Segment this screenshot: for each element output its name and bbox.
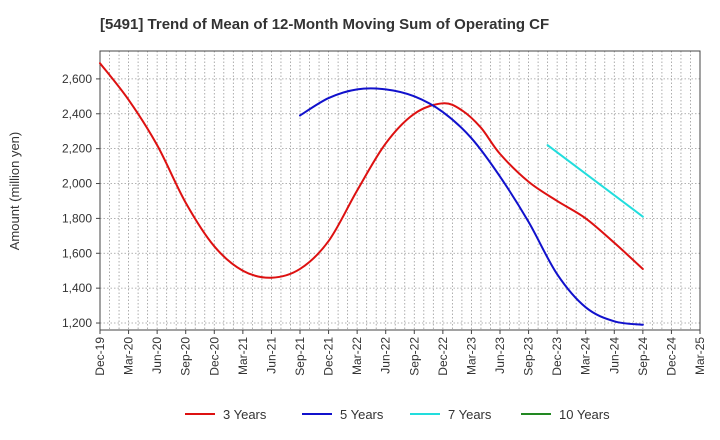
y-tick-label: 1,400 [62, 281, 92, 295]
x-tick-label: Dec-19 [93, 337, 107, 376]
x-tick-label: Jun-21 [264, 337, 278, 374]
x-tick-label: Sep-24 [636, 337, 650, 376]
y-tick-label: 1,200 [62, 316, 92, 330]
legend-label: 5 Years [340, 407, 384, 422]
x-tick-label: Mar-22 [350, 337, 364, 375]
x-tick-label: Dec-23 [550, 337, 564, 376]
x-tick-label: Mar-20 [122, 337, 136, 375]
plot-frame [99, 50, 701, 331]
x-tick-label: Mar-25 [693, 337, 707, 375]
legend-label: 7 Years [448, 407, 492, 422]
legend-item-3-years: 3 Years [185, 407, 267, 422]
x-tick-label: Jun-20 [150, 337, 164, 374]
legend-item-5-years: 5 Years [302, 407, 384, 422]
x-tick-label: Jun-24 [607, 337, 621, 374]
legend-label: 10 Years [559, 407, 610, 422]
y-tick-label: 2,200 [62, 142, 92, 156]
x-tick-label: Mar-24 [579, 337, 593, 375]
y-tick-label: 2,600 [62, 72, 92, 86]
y-axis-ticks: 1,200 1,400 1,600 1,800 2,000 2,200 2,400 2,600 [62, 72, 100, 330]
x-tick-label: Sep-20 [179, 337, 193, 376]
series-line-3-years [99, 62, 644, 279]
legend-item-7-years: 7 Years [410, 407, 492, 422]
x-tick-label: Dec-22 [436, 337, 450, 376]
legend-label: 3 Years [223, 407, 267, 422]
x-axis-ticks: Dec-19 Mar-20 Jun-20 Sep-20 Dec-20 Mar-21 Jun-… [93, 330, 707, 376]
x-tick-label: Dec-21 [322, 337, 336, 376]
x-tick-label: Dec-24 [664, 337, 678, 376]
y-tick-label: 2,400 [62, 107, 92, 121]
chart-title: [5491] Trend of Mean of 12-Month Moving … [100, 16, 549, 33]
x-tick-label: Sep-21 [293, 337, 307, 376]
x-tick-label: Mar-21 [236, 337, 250, 375]
y-axis-title: Amount (million yen) [7, 132, 22, 251]
x-tick-label: Sep-22 [407, 337, 421, 376]
x-tick-label: Jun-23 [493, 337, 507, 374]
y-tick-label: 1,800 [62, 211, 92, 225]
y-tick-label: 1,600 [62, 246, 92, 260]
x-tick-label: Sep-23 [522, 337, 536, 376]
grid [100, 51, 700, 330]
legend-item-10-years: 10 Years [521, 407, 610, 422]
x-tick-label: Dec-20 [207, 337, 221, 376]
series-line-5-years [299, 87, 644, 326]
series-line-7-years [546, 144, 644, 218]
x-tick-label: Mar-23 [464, 337, 478, 375]
series-layer [99, 62, 644, 326]
x-tick-label: Jun-22 [379, 337, 393, 374]
y-tick-label: 2,000 [62, 177, 92, 191]
legend: 3 Years 5 Years 7 Years 10 Years [185, 407, 610, 422]
